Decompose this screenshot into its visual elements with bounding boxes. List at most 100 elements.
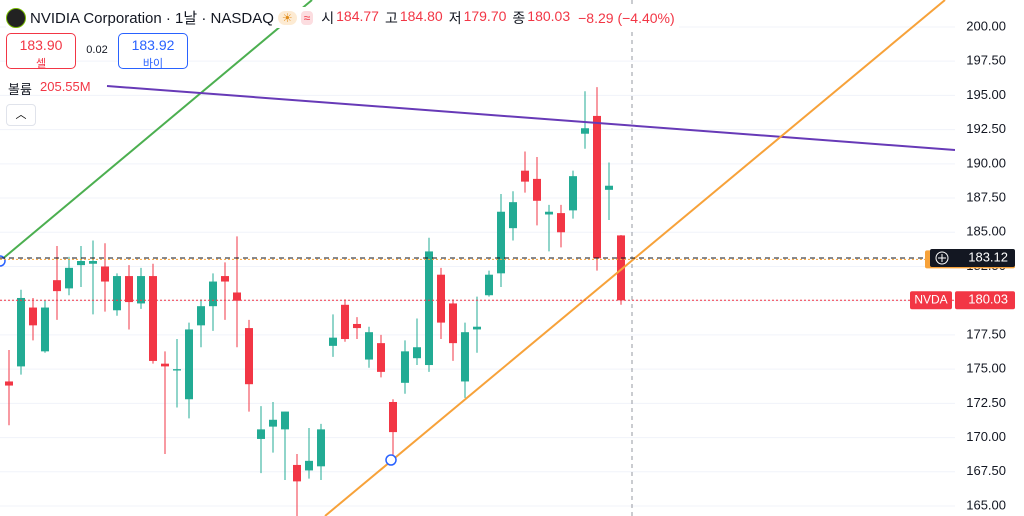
price-label-box — [930, 249, 1015, 267]
candle-body — [269, 419, 277, 427]
candle-body — [197, 306, 205, 326]
y-tick-label: 172.50 — [966, 395, 1006, 410]
spread: 0.02 — [86, 44, 108, 56]
y-tick-label: 200.00 — [966, 18, 1006, 33]
buy-button[interactable]: 183.92 바이 — [118, 33, 188, 70]
symbol-header: NVIDIA Corporation · 1날 · NASDAQ ☀ ≈ 시 18… — [6, 7, 679, 28]
sell-price: 183.90 — [19, 37, 63, 53]
candle-body — [317, 429, 325, 467]
candle-body — [365, 332, 373, 360]
candle-body — [617, 235, 625, 301]
sell-label: 셀 — [35, 58, 47, 70]
candle-body — [125, 276, 133, 303]
candle-body — [473, 326, 481, 330]
y-tick-label: 190.00 — [966, 155, 1006, 170]
candle-body — [65, 267, 73, 289]
y-tick-label: 167.50 — [966, 463, 1006, 478]
change: −8.29 (−4.40%) — [578, 9, 675, 26]
candle-body — [209, 281, 217, 307]
ohlc-label: 저 — [448, 9, 462, 26]
candle-body — [137, 276, 145, 304]
symbol-logo — [6, 7, 26, 28]
candle-body — [221, 276, 229, 282]
trend-line[interactable] — [106, 85, 956, 151]
ohlc-label: 종 — [512, 9, 526, 26]
candle-body — [533, 178, 541, 201]
status-icon[interactable]: ☀ — [277, 10, 297, 25]
candle-body — [341, 304, 349, 340]
candle-body — [377, 343, 385, 372]
candle-body — [461, 332, 469, 382]
y-tick-label: 197.50 — [966, 53, 1006, 68]
candle-body — [53, 280, 61, 292]
y-tick-label: 195.00 — [966, 87, 1006, 102]
candle-body — [101, 266, 109, 282]
candle-body — [77, 261, 85, 266]
add-alert-icon[interactable] — [938, 254, 946, 262]
add-alert-icon[interactable] — [935, 251, 949, 265]
symbol-label: NVDA — [914, 292, 947, 306]
candle-body — [509, 202, 517, 229]
candle-body — [569, 176, 577, 211]
candle-body — [245, 328, 253, 385]
candle-body — [29, 307, 37, 326]
candle-body — [485, 274, 493, 296]
ohlc-label: 시 — [321, 9, 335, 26]
candle-body — [305, 460, 313, 471]
candle-body — [605, 185, 613, 190]
ohlc-value: 184.77 — [336, 7, 379, 24]
volume-value: 205.55M — [40, 79, 91, 94]
anchor-point[interactable] — [385, 454, 397, 466]
candle-body — [593, 115, 601, 259]
anchor-point[interactable] — [0, 255, 6, 267]
buy-label: 바이 — [142, 58, 164, 70]
status-icon[interactable]: ≈ — [300, 10, 314, 25]
ohlc-value: 180.03 — [527, 7, 571, 24]
y-tick-label: 185.00 — [966, 224, 1006, 239]
candle-body — [497, 211, 505, 274]
candle-body — [293, 464, 301, 482]
candle-body — [545, 211, 553, 215]
buy-price: 183.92 — [131, 37, 175, 53]
volume-label: 볼륨 — [8, 82, 32, 97]
price-label: 180.03 — [968, 292, 1008, 307]
candle-body — [389, 401, 397, 433]
ohlc-label: 고 — [384, 9, 398, 26]
candle-body — [329, 337, 337, 346]
candle-body — [233, 292, 241, 301]
candle-body — [521, 170, 529, 182]
candle-body — [401, 351, 409, 383]
candle-body — [425, 251, 433, 366]
candle-body — [281, 411, 289, 430]
y-tick-label: 170.00 — [966, 429, 1006, 444]
candle-body — [437, 274, 445, 323]
candle-body — [41, 307, 49, 352]
candle-body — [449, 303, 457, 344]
candle-body — [413, 347, 421, 359]
candle-body — [89, 261, 97, 264]
collapse-button[interactable]: ︿ — [6, 104, 36, 126]
y-tick-label: 187.50 — [966, 189, 1006, 204]
candle-body — [149, 276, 157, 361]
candle-body — [113, 276, 121, 311]
y-tick-label: 175.00 — [966, 361, 1006, 376]
symbol-label-box — [910, 291, 952, 310]
ohlc-value: 179.70 — [463, 7, 507, 24]
candle-body — [161, 363, 169, 367]
trend-line[interactable] — [0, 0, 313, 262]
candle-body — [185, 329, 193, 400]
candle-body — [557, 213, 565, 233]
candle-body — [5, 381, 13, 386]
y-tick-label: 177.50 — [966, 326, 1006, 341]
sell-button[interactable]: 183.90 셀 — [6, 33, 76, 70]
y-tick-label: 165.00 — [966, 497, 1006, 512]
candle-body — [581, 128, 589, 134]
candle-body — [173, 369, 181, 371]
price-label-box — [955, 291, 1015, 310]
candle-body — [353, 323, 361, 329]
price-label: 183.12 — [968, 249, 1008, 264]
candle-body — [257, 429, 265, 439]
symbol-title[interactable]: NVIDIA Corporation · 1날 · NASDAQ — [30, 10, 274, 27]
